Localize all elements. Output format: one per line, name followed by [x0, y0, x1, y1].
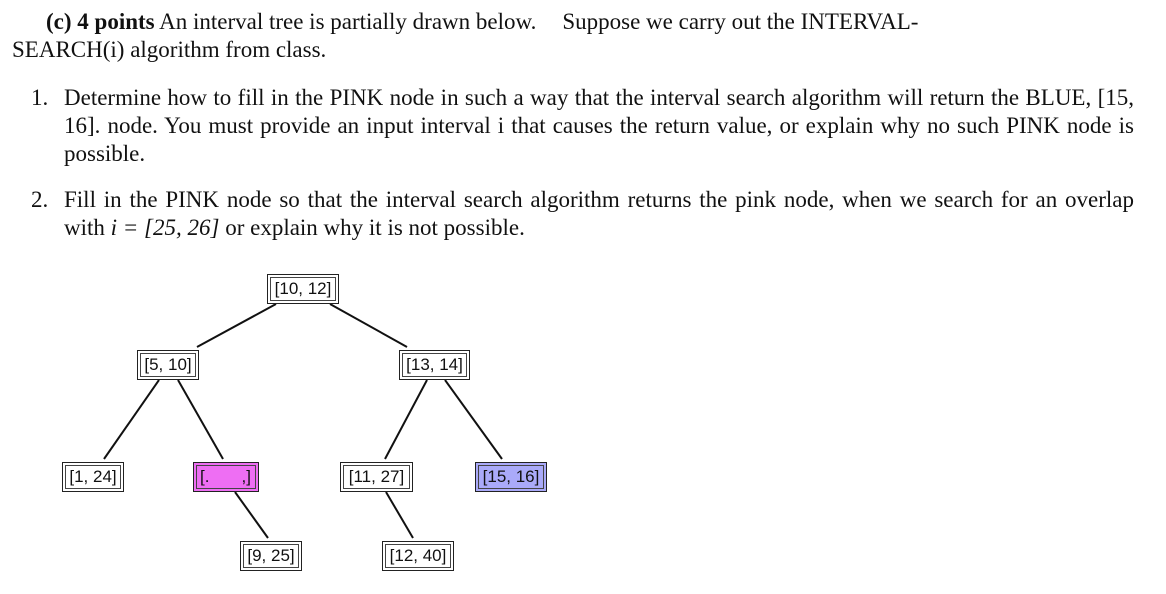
- question-2-math: i = [25, 26]: [110, 215, 220, 240]
- tree-node-blue: [15, 16]: [475, 462, 547, 492]
- tree-node-left: [5, 10]: [137, 350, 199, 380]
- question-2-number: 2.: [31, 187, 49, 212]
- edge-rightleft-child: [385, 491, 414, 539]
- pink-node-close: ,]: [241, 467, 251, 486]
- question-2-text-before: Fill in the PINK node so that the interv…: [64, 187, 1134, 240]
- pink-node-open: [.: [200, 467, 210, 486]
- intro-sentence-1: An interval tree is partially drawn belo…: [159, 9, 537, 34]
- tree-node-left-left: [1, 24]: [62, 462, 124, 492]
- edge-left-leftleft: [103, 379, 160, 460]
- intro-line-2: SEARCH(i) algorithm from class.: [12, 37, 327, 62]
- question-1-text: Determine how to fill in the PINK node i…: [64, 85, 1134, 166]
- tree-node-right: [13, 14]: [399, 350, 470, 380]
- edge-right-rightright: [444, 379, 503, 460]
- edge-left-pink: [177, 379, 224, 460]
- question-1-number: 1.: [31, 85, 49, 110]
- pink-node-text: [.,]: [194, 463, 258, 491]
- edge-root-left: [196, 303, 277, 348]
- edge-pink-child: [234, 491, 269, 539]
- problem-label: (c): [46, 9, 72, 34]
- edge-root-right: [329, 303, 408, 348]
- intro-line-1: (c) 4 points An interval tree is partial…: [12, 8, 1147, 36]
- problem-intro: (c) 4 points An interval tree is partial…: [12, 8, 1147, 64]
- question-2-text-after: or explain why it is not possible.: [219, 215, 525, 240]
- intro-sentence-2: Suppose we carry out the INTERVAL-: [562, 9, 919, 34]
- tree-node-pink-child: [9, 25]: [240, 541, 302, 571]
- tree-node-pink: [.,]: [193, 462, 259, 492]
- tree-node-root: [10, 12]: [267, 274, 339, 304]
- problem-points: 4 points: [77, 9, 155, 34]
- question-2-text: Fill in the PINK node so that the interv…: [64, 186, 1134, 242]
- tree-node-right-left: [11, 27]: [340, 462, 413, 492]
- tree-node-right-left-child: [12, 40]: [382, 541, 454, 571]
- edge-right-rightleft: [384, 379, 428, 460]
